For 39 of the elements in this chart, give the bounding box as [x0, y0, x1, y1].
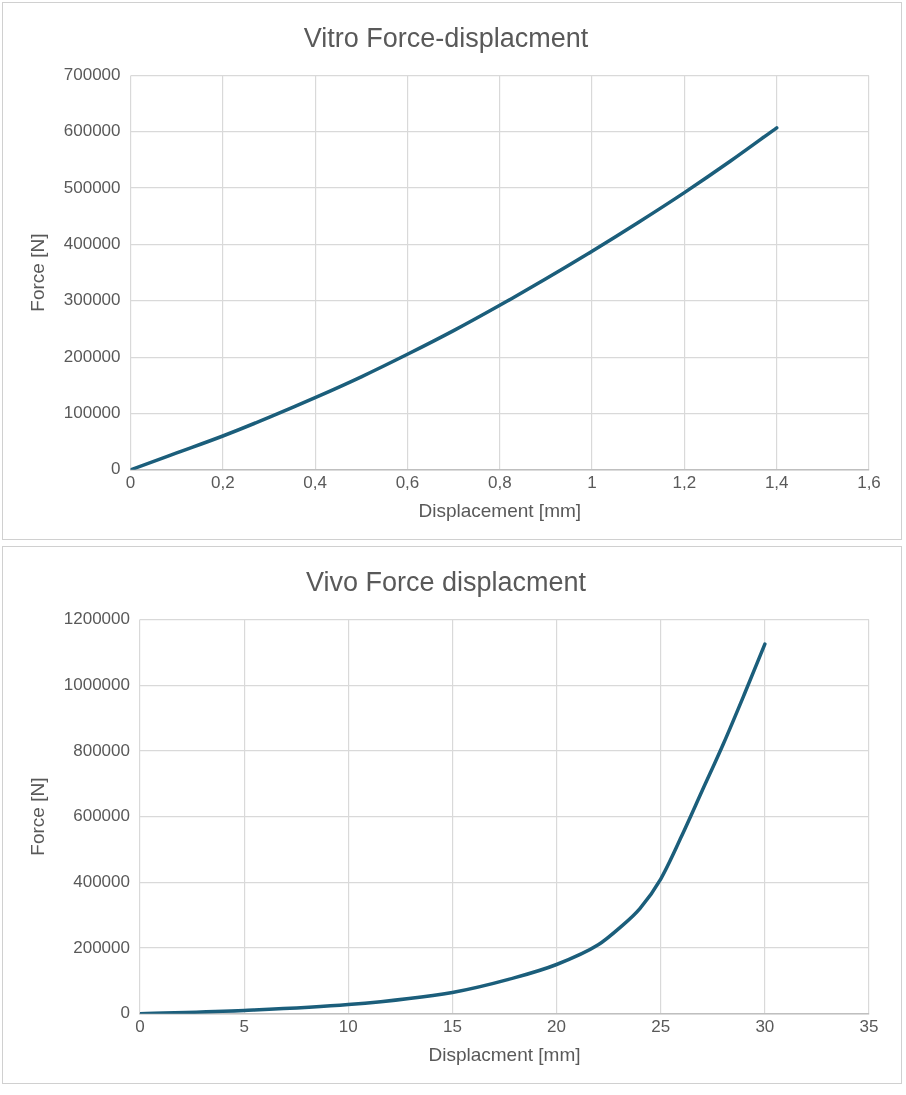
y-tick-label: 600000	[63, 121, 121, 141]
y-tick-label: 0	[120, 1003, 130, 1023]
y-tick-label: 300000	[63, 290, 121, 310]
x-tick-label: 25	[651, 1016, 671, 1036]
y-tick-label: 800000	[73, 740, 130, 760]
x-tick-label: 0,4	[303, 472, 327, 492]
x-tick-label: 10	[338, 1016, 358, 1036]
y-tick-label: 400000	[63, 234, 121, 254]
y-tick-label: 1000000	[63, 674, 130, 694]
chart-title: Vivo Force displacment	[305, 566, 587, 597]
y-tick-label: 600000	[73, 806, 130, 826]
x-tick-label: 30	[755, 1016, 775, 1036]
y-tick-label: 200000	[63, 346, 121, 366]
chart-title: Vitro Force-displacment	[303, 22, 589, 53]
line-series	[130, 126, 779, 470]
x-tick-label: 15	[442, 1016, 462, 1036]
y-tick-label: 1200000	[63, 609, 130, 629]
x-tick-label: 5	[239, 1016, 249, 1036]
x-tick-label: 0	[135, 1016, 145, 1036]
y-axis-title: Force [N]	[26, 777, 48, 856]
y-tick-label: 500000	[63, 177, 121, 197]
x-tick-label: 0,6	[395, 472, 420, 492]
line-series	[139, 642, 767, 1014]
y-tick-label: 200000	[73, 937, 130, 957]
x-tick-label: 0,8	[487, 472, 512, 492]
x-tick-label: 20	[547, 1016, 567, 1036]
x-tick-label: 1,4	[764, 472, 789, 492]
y-tick-label: 700000	[63, 65, 121, 85]
x-axis-title: Displacement [mm]	[418, 499, 582, 521]
x-tick-label: 35	[859, 1016, 879, 1036]
y-tick-label: 0	[111, 459, 121, 479]
x-axis-title: Displacment [mm]	[428, 1043, 581, 1065]
y-tick-label: 100000	[63, 403, 121, 423]
y-axis-title: Force [N]	[26, 233, 48, 312]
x-tick-label: 1,6	[857, 472, 881, 492]
x-tick-label: 1	[587, 472, 597, 492]
x-tick-label: 1,2	[672, 472, 697, 492]
x-tick-label: 0,2	[211, 472, 235, 492]
y-tick-label: 400000	[73, 872, 130, 892]
